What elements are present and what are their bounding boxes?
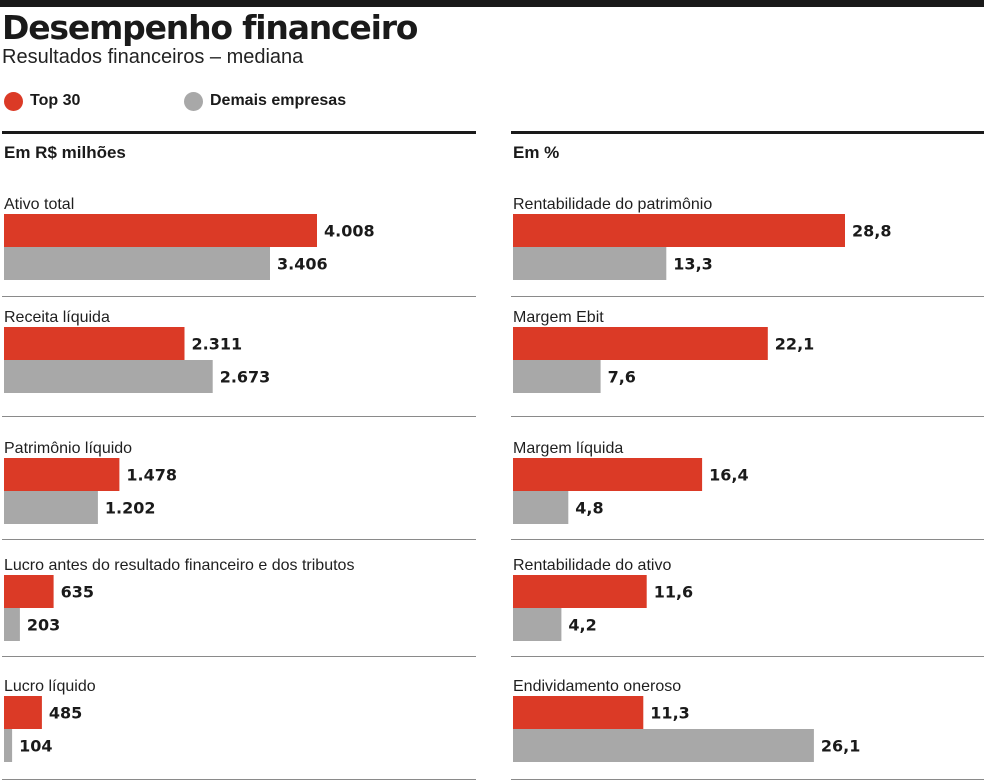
bar-demais-empresas-rentabilidade-do-patrimonio (513, 247, 667, 280)
value-label-demais-empresas-ativo-total: 3.406 (277, 255, 328, 274)
category-label-lucro-antes-do-resultado-financeiro-e-dos-tributos: Lucro antes do resultado financeiro e do… (4, 557, 354, 574)
category-label-receita-liquida: Receita líquida (4, 309, 110, 326)
bar-top-30-endividamento-oneroso (513, 696, 644, 729)
value-label-demais-empresas-receita-liquida: 2.673 (220, 368, 271, 387)
legend-label-demais: Demais empresas (210, 92, 347, 109)
bar-top-30-margem-ebit (513, 327, 768, 360)
value-label-top-30-lucro-antes-do-resultado-financeiro-e-dos-tributos: 635 (61, 583, 94, 602)
legend-label-top30: Top 30 (30, 92, 81, 109)
legend-swatch-demais (184, 92, 203, 111)
left-panel-rule (2, 131, 476, 134)
category-label-ativo-total: Ativo total (4, 196, 74, 213)
top-rule (0, 0, 984, 7)
chart-title: Desempenho financeiro (2, 8, 418, 47)
category-label-rentabilidade-do-ativo: Rentabilidade do ativo (513, 557, 671, 574)
legend: Top 30 Demais empresas (0, 89, 984, 113)
value-label-demais-empresas-rentabilidade-do-ativo: 4,2 (568, 616, 596, 635)
bar-demais-empresas-receita-liquida (4, 360, 213, 393)
value-label-top-30-margem-liquida: 16,4 (709, 466, 748, 485)
bar-top-30-rentabilidade-do-ativo (513, 575, 647, 608)
bar-demais-empresas-ativo-total (4, 247, 270, 280)
category-label-margem-ebit: Margem Ebit (513, 309, 604, 326)
bar-demais-empresas-rentabilidade-do-ativo (513, 608, 562, 641)
bar-top-30-receita-liquida (4, 327, 185, 360)
value-label-demais-empresas-lucro-antes-do-resultado-financeiro-e-dos-tributos: 203 (27, 616, 60, 635)
bar-demais-empresas-lucro-liquido (4, 729, 13, 762)
right-panel-title: Em % (513, 143, 560, 162)
value-label-demais-empresas-rentabilidade-do-patrimonio: 13,3 (673, 255, 712, 274)
value-label-demais-empresas-lucro-liquido: 104 (19, 737, 52, 756)
bar-demais-empresas-margem-ebit (513, 360, 601, 393)
bar-top-30-patrimonio-liquido (4, 458, 120, 491)
bar-top-30-margem-liquida (513, 458, 703, 491)
value-label-top-30-patrimonio-liquido: 1.478 (126, 466, 177, 485)
bar-top-30-ativo-total (4, 214, 317, 247)
value-label-top-30-rentabilidade-do-ativo: 11,6 (654, 583, 693, 602)
value-label-demais-empresas-margem-liquida: 4,8 (575, 499, 603, 518)
bar-top-30-lucro-liquido (4, 696, 42, 729)
value-label-top-30-lucro-liquido: 485 (49, 704, 82, 723)
bar-demais-empresas-lucro-antes-do-resultado-financeiro-e-dos-tributos (4, 608, 20, 641)
category-label-lucro-liquido: Lucro líquido (4, 678, 96, 695)
value-label-top-30-receita-liquida: 2.311 (192, 335, 243, 354)
bar-top-30-lucro-antes-do-resultado-financeiro-e-dos-tributos (4, 575, 54, 608)
legend-swatch-top30 (4, 92, 23, 111)
bar-top-30-rentabilidade-do-patrimonio (513, 214, 845, 247)
category-label-endividamento-oneroso: Endividamento oneroso (513, 678, 681, 695)
value-label-demais-empresas-patrimonio-liquido: 1.202 (105, 499, 156, 518)
right-panel-rule (511, 131, 984, 134)
value-label-demais-empresas-endividamento-oneroso: 26,1 (821, 737, 860, 756)
value-label-top-30-endividamento-oneroso: 11,3 (650, 704, 689, 723)
bar-demais-empresas-endividamento-oneroso (513, 729, 814, 762)
value-label-top-30-margem-ebit: 22,1 (775, 335, 814, 354)
category-label-patrimonio-liquido: Patrimônio líquido (4, 440, 132, 457)
chart-subtitle: Resultados financeiros – mediana (2, 46, 304, 68)
left-panel-title: Em R$ milhões (4, 143, 126, 162)
category-label-rentabilidade-do-patrimonio: Rentabilidade do patrimônio (513, 196, 712, 213)
bar-demais-empresas-margem-liquida (513, 491, 569, 524)
bar-demais-empresas-patrimonio-liquido (4, 491, 98, 524)
value-label-top-30-ativo-total: 4.008 (324, 222, 375, 241)
value-label-top-30-rentabilidade-do-patrimonio: 28,8 (852, 222, 891, 241)
category-label-margem-liquida: Margem líquida (513, 440, 623, 457)
value-label-demais-empresas-margem-ebit: 7,6 (608, 368, 636, 387)
